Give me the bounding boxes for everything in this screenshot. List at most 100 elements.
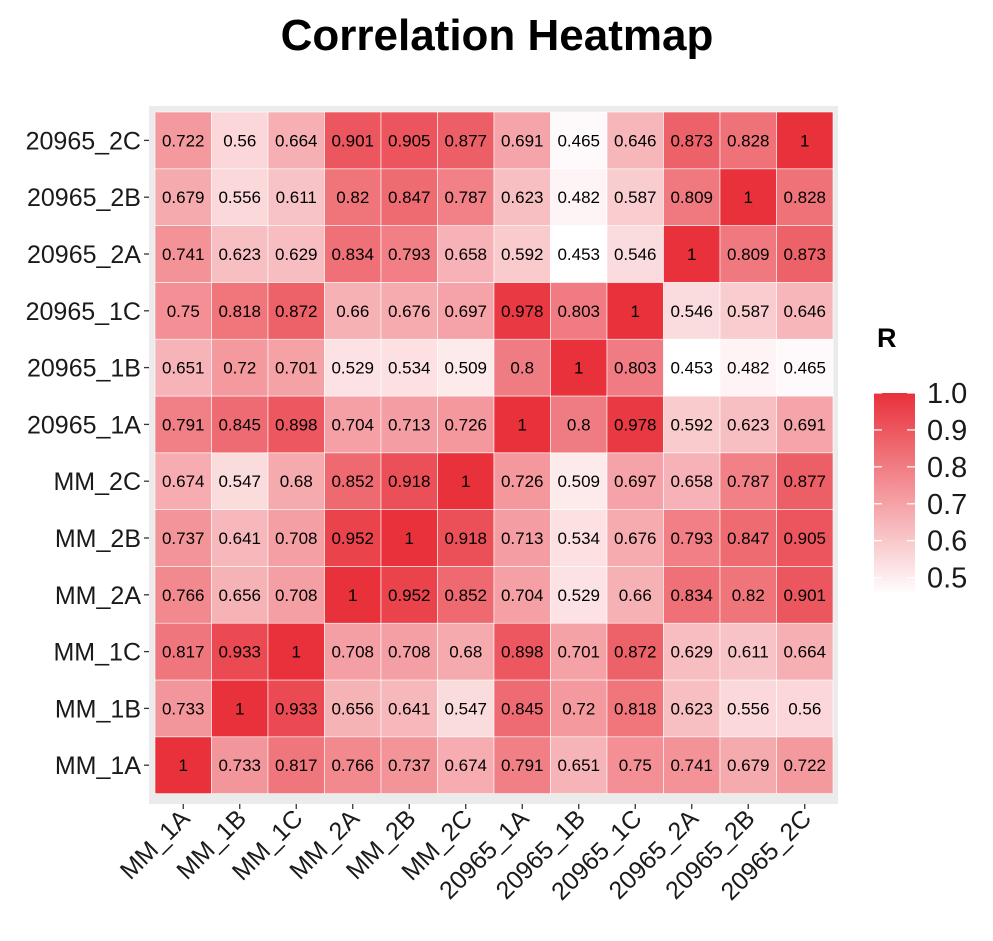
cell-value-label: 0.691	[783, 415, 826, 434]
heatmap-cell	[437, 111, 495, 170]
heatmap-cell	[663, 736, 721, 794]
heatmap-cell	[154, 509, 212, 567]
heatmap-cell	[324, 452, 382, 510]
cell-value-label: 0.898	[501, 643, 544, 662]
legend-colorbar	[874, 393, 915, 595]
heatmap-cell	[380, 509, 438, 567]
cell-value-label: 0.787	[444, 188, 487, 207]
cell-value-label: 0.482	[727, 359, 770, 378]
cell-value-label: 0.68	[449, 643, 482, 662]
heatmap-cell	[550, 452, 608, 510]
cell-value-label: 0.534	[388, 359, 431, 378]
heatmap-cell	[267, 111, 325, 170]
cell-value-label: 0.697	[614, 472, 657, 491]
heatmap-cell	[606, 736, 664, 794]
heatmap-cell	[493, 736, 551, 794]
cell-value-label: 0.872	[614, 643, 657, 662]
cell-value-label: 0.56	[788, 699, 821, 718]
heatmap-cell	[663, 509, 721, 567]
heatmap-cell	[493, 168, 551, 226]
cell-value-label: 0.733	[162, 699, 205, 718]
cell-value-label: 1	[292, 643, 301, 662]
heatmap-cell	[437, 225, 495, 283]
heatmap-cell	[154, 225, 212, 283]
cell-value-label: 0.674	[444, 756, 487, 775]
heatmap-cell	[211, 395, 269, 454]
heatmap-cell	[324, 111, 382, 170]
cell-value-label: 0.704	[501, 586, 544, 605]
heatmap-cell	[606, 225, 664, 283]
cell-value-label: 0.641	[388, 699, 431, 718]
heatmap-cell	[154, 282, 212, 340]
heatmap-cell	[267, 509, 325, 567]
y-tick-label: 20965_2C	[26, 127, 141, 155]
heatmap-cell	[719, 622, 777, 681]
heatmap-cell	[776, 338, 834, 397]
cell-value-label: 0.978	[501, 302, 544, 321]
heatmap-cell-labels: 1 0.733 0.817 0.766 0.737 0.674 0.791 0.651 0.75…	[162, 131, 826, 775]
cell-value-label: 0.873	[783, 245, 826, 264]
cell-value-label: 0.708	[388, 643, 431, 662]
cell-value-label: 0.75	[167, 302, 200, 321]
heatmap-cell	[606, 679, 664, 738]
heatmap-cell	[211, 509, 269, 567]
cell-value-label: 0.898	[275, 415, 318, 434]
cell-value-label: 1	[687, 245, 696, 264]
cell-value-label: 0.82	[336, 188, 369, 207]
cell-value-label: 0.664	[783, 643, 826, 662]
y-tick-label: 20965_1B	[27, 355, 141, 383]
heatmap-cell	[663, 111, 721, 170]
heatmap-cell	[267, 168, 325, 226]
heatmap-cell	[776, 509, 834, 567]
heatmap-cell	[663, 168, 721, 226]
cell-value-label: 0.741	[670, 756, 713, 775]
cell-value-label: 0.453	[670, 359, 713, 378]
heatmap-cell	[324, 225, 382, 283]
heatmap-cell	[776, 452, 834, 510]
cell-value-label: 1	[518, 415, 527, 434]
cell-value-label: 0.641	[218, 529, 261, 548]
cell-value-label: 0.766	[331, 756, 374, 775]
cell-value-label: 0.713	[501, 529, 544, 548]
cell-value-label: 0.901	[331, 131, 374, 150]
heatmap-cell	[493, 338, 551, 397]
cell-value-label: 0.834	[331, 245, 374, 264]
cell-value-label: 0.791	[162, 415, 205, 434]
cell-value-label: 0.646	[614, 131, 657, 150]
heatmap-cell	[719, 282, 777, 340]
cell-value-label: 0.453	[557, 245, 600, 264]
heatmap-cell	[663, 282, 721, 340]
heatmap-cell	[493, 395, 551, 454]
heatmap-cell	[776, 736, 834, 794]
cell-value-label: 0.817	[275, 756, 318, 775]
heatmap-cell	[776, 168, 834, 226]
cell-value-label: 0.933	[218, 643, 261, 662]
heatmap-cell	[437, 168, 495, 226]
cell-value-label: 0.733	[218, 756, 261, 775]
heatmap-cell	[550, 395, 608, 454]
cell-value-label: 0.793	[388, 245, 431, 264]
cell-value-label: 0.546	[670, 302, 713, 321]
heatmap-cell	[437, 452, 495, 510]
cell-value-label: 0.787	[727, 472, 770, 491]
chart-title: Correlation Heatmap	[281, 11, 714, 60]
heatmap-cells	[154, 111, 834, 794]
heatmap-cell	[211, 111, 269, 170]
cell-value-label: 0.847	[388, 188, 431, 207]
legend-tick-label: 0.5	[927, 563, 967, 595]
cell-value-label: 0.847	[727, 529, 770, 548]
cell-value-label: 0.679	[162, 188, 205, 207]
heatmap-cell	[606, 566, 664, 624]
cell-value-label: 0.82	[732, 586, 765, 605]
heatmap-cell	[606, 509, 664, 567]
heatmap-cell	[550, 111, 608, 170]
heatmap-cell	[663, 225, 721, 283]
heatmap-cell	[606, 338, 664, 397]
heatmap-cell	[606, 395, 664, 454]
heatmap-cell	[719, 509, 777, 567]
cell-value-label: 0.726	[444, 415, 487, 434]
cell-value-label: 0.741	[162, 245, 205, 264]
y-tick-label: 20965_1A	[27, 411, 141, 439]
cell-value-label: 0.651	[162, 359, 205, 378]
y-axis: MM_1A MM_1B MM_1C MM_2A MM_2B MM_2C 20965_1A 20…	[26, 127, 149, 780]
